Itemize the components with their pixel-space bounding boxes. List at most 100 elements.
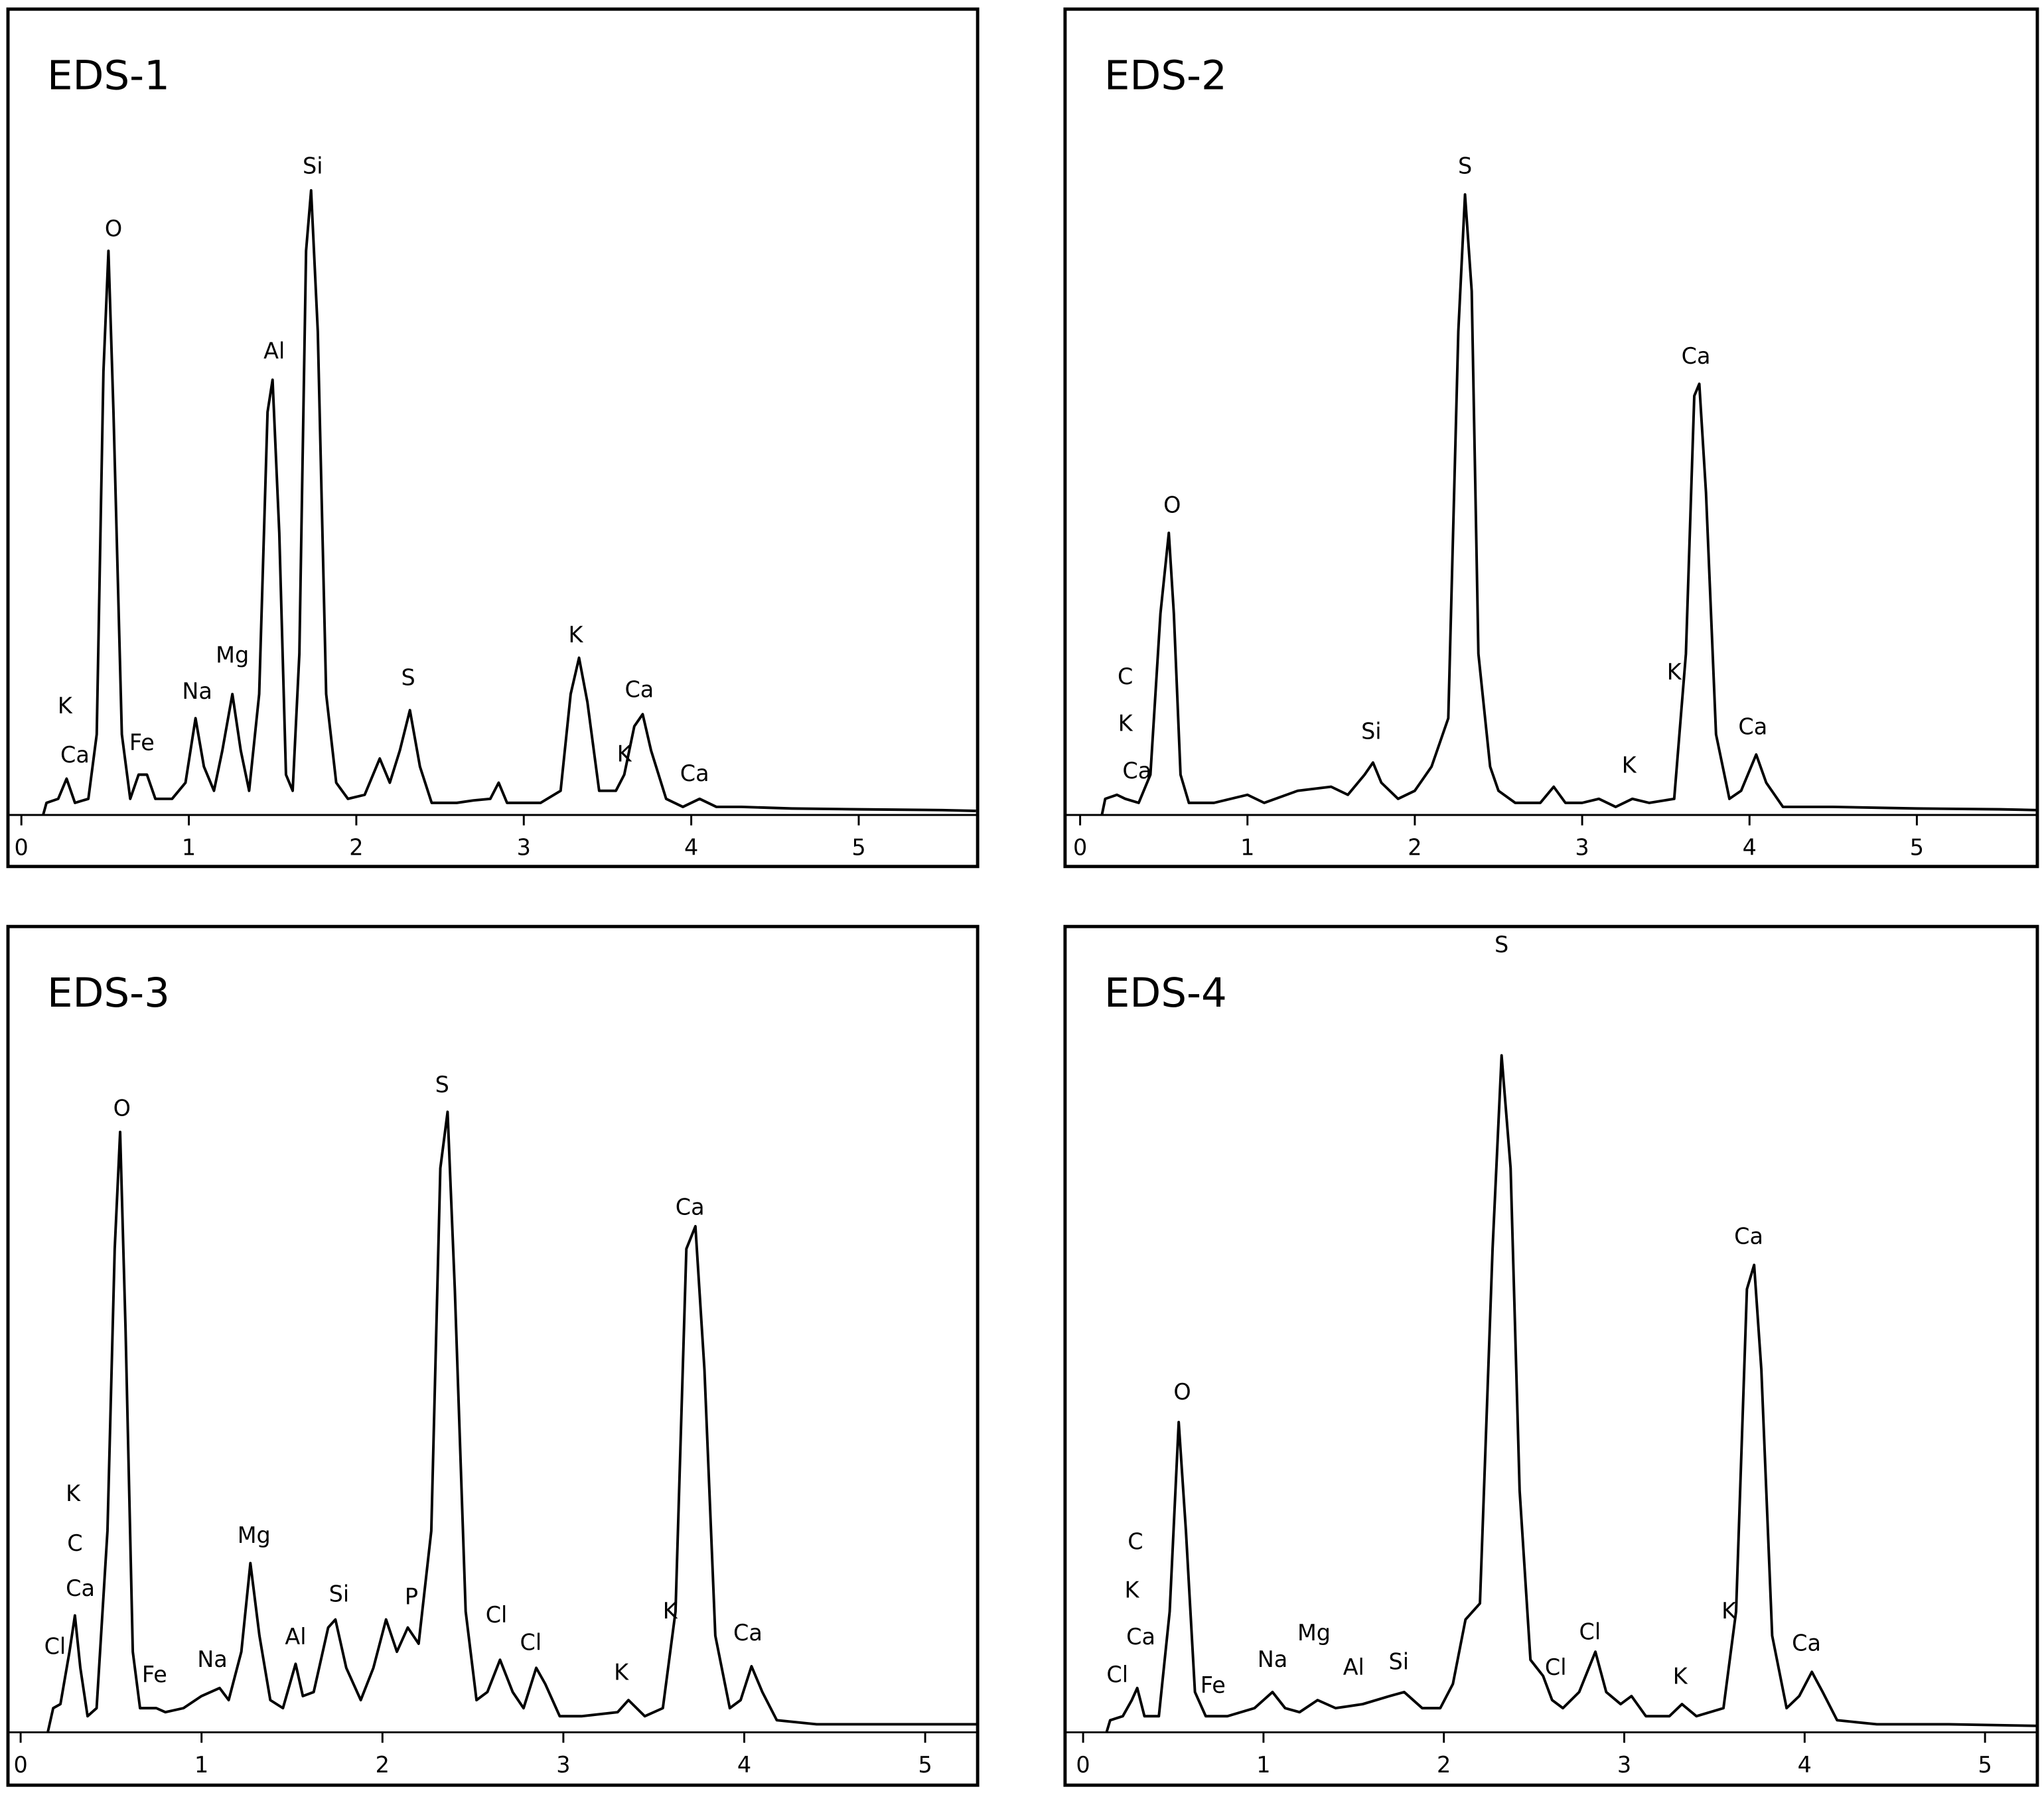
peak-label: K <box>569 622 584 648</box>
peak-label: Na <box>1258 1646 1287 1672</box>
peak-label: C <box>1118 664 1133 689</box>
peak-label: K <box>663 1598 678 1624</box>
x-tick-label: 5 <box>1910 835 1924 861</box>
panel-title: EDS-3 <box>47 969 170 1017</box>
peak-label: O <box>105 216 122 242</box>
peak-label: Cl <box>44 1634 66 1660</box>
peak-label: K <box>1721 1598 1737 1624</box>
peak-label: Fe <box>142 1662 167 1687</box>
peak-label: S <box>435 1072 449 1098</box>
panel-frame <box>6 7 980 869</box>
spectrum-line <box>42 189 976 816</box>
x-tick-label: 4 <box>737 1752 751 1778</box>
peak-label: Ca <box>66 1575 95 1601</box>
peak-label: K <box>1118 711 1133 737</box>
x-tick-label: 3 <box>517 835 531 861</box>
x-tick-label: 2 <box>349 835 363 861</box>
spectrum-line <box>46 1110 978 1733</box>
peak-label: Si <box>329 1581 350 1607</box>
panel-title: EDS-2 <box>1104 52 1227 100</box>
peak-label: K <box>58 693 73 719</box>
x-tick-label: 4 <box>684 835 698 861</box>
peak-label: S <box>402 664 415 690</box>
peak-label: K <box>614 1659 629 1685</box>
peak-label: Cl <box>486 1602 508 1628</box>
panel-frame <box>6 924 980 1787</box>
peak-label: K <box>1125 1577 1140 1603</box>
x-tick-label: 0 <box>15 835 29 861</box>
peak-label: Al <box>285 1624 306 1650</box>
peak-label: Ca <box>1734 1223 1763 1249</box>
peak-label: K <box>1673 1663 1688 1689</box>
x-tick-label: 5 <box>918 1752 932 1778</box>
peak-label: Cl <box>1579 1619 1601 1645</box>
spectrum-line <box>1100 193 2037 816</box>
x-tick-label: 1 <box>1240 835 1254 861</box>
x-tick-label: 5 <box>1978 1752 1992 1778</box>
peak-label: Si <box>1361 719 1382 745</box>
peak-label: K <box>617 741 632 767</box>
panel-frame <box>1063 7 2039 869</box>
peak-label: S <box>1495 932 1508 958</box>
peak-label: Al <box>263 338 285 364</box>
peak-label: C <box>1128 1529 1143 1555</box>
x-tick-label: 1 <box>1256 1752 1270 1778</box>
peak-label: Ca <box>60 742 90 768</box>
peak-label: O <box>113 1095 131 1121</box>
peak-label: C <box>67 1530 82 1556</box>
peak-label: Ca <box>1122 758 1151 784</box>
peak-label: Ca <box>624 677 654 703</box>
x-tick-label: 0 <box>1076 1752 1090 1778</box>
peak-label: Cl <box>1545 1654 1567 1680</box>
x-tick-label: 2 <box>376 1752 390 1778</box>
peak-label: Mg <box>1297 1620 1331 1646</box>
x-tick-label: 5 <box>851 835 865 861</box>
x-tick-label: 4 <box>1743 835 1757 861</box>
peak-label: Na <box>197 1646 227 1672</box>
peak-label: Al <box>1343 1654 1364 1680</box>
peak-label: K <box>1622 753 1637 778</box>
peak-label: Fe <box>129 730 155 756</box>
peak-label: Ca <box>733 1620 763 1646</box>
peak-label: Na <box>182 678 212 704</box>
peak-label: Cl <box>520 1629 542 1655</box>
x-tick-label: 1 <box>182 835 196 861</box>
peak-label: Ca <box>1126 1624 1155 1650</box>
peak-label: Ca <box>1738 713 1767 739</box>
peak-label: O <box>1173 1379 1191 1405</box>
x-tick-label: 4 <box>1798 1752 1812 1778</box>
spectrum-line <box>1105 1054 2037 1733</box>
x-tick-label: 0 <box>1073 835 1087 861</box>
x-tick-label: 0 <box>13 1752 27 1778</box>
peak-label: Ca <box>1682 343 1711 369</box>
x-tick-label: 2 <box>1437 1752 1451 1778</box>
x-tick-label: 3 <box>1617 1752 1631 1778</box>
panel-title: EDS-4 <box>1104 969 1227 1017</box>
peak-label: Si <box>1388 1649 1409 1675</box>
peak-label: Mg <box>238 1522 271 1548</box>
peak-label: P <box>405 1583 418 1609</box>
x-tick-label: 2 <box>1408 835 1422 861</box>
peak-label: K <box>1667 659 1682 685</box>
peak-label: Mg <box>216 642 249 668</box>
peak-label: Ca <box>680 760 709 786</box>
x-tick-label: 3 <box>556 1752 570 1778</box>
panel-title: EDS-1 <box>47 52 170 100</box>
peak-label: Ca <box>676 1194 705 1220</box>
peak-label: K <box>66 1480 81 1506</box>
x-tick-label: 3 <box>1575 835 1589 861</box>
peak-label: Si <box>303 153 323 179</box>
peak-label: O <box>1163 492 1181 518</box>
peak-label: Fe <box>1201 1672 1226 1698</box>
peak-label: S <box>1458 153 1472 179</box>
x-tick-label: 1 <box>194 1752 208 1778</box>
peak-label: Ca <box>1792 1630 1821 1656</box>
peak-label: Cl <box>1106 1662 1128 1687</box>
panel-frame <box>1063 924 2039 1787</box>
